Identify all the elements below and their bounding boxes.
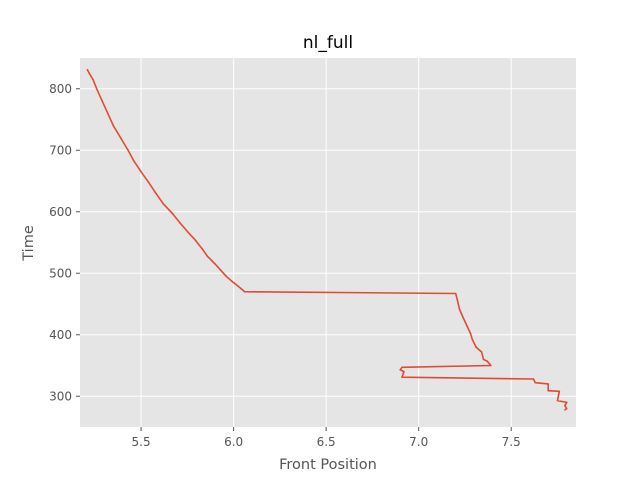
data-point <box>486 360 489 363</box>
data-point <box>107 112 109 115</box>
data-point <box>458 308 461 310</box>
data-point <box>456 300 459 302</box>
data-point <box>466 324 468 327</box>
data-point <box>403 370 405 373</box>
data-point <box>564 404 566 407</box>
data-point <box>547 389 549 392</box>
data-point <box>401 366 403 369</box>
x-axis-ticks: 5.5 6.0 6.5 7.0 7.5 <box>132 427 521 449</box>
y-tick-label: 400 <box>49 328 72 342</box>
data-point <box>532 378 535 380</box>
data-point <box>219 269 222 272</box>
data-point <box>92 78 94 81</box>
data-point <box>140 171 142 173</box>
data-point <box>201 247 203 250</box>
data-point <box>399 369 402 371</box>
data-point <box>155 192 157 195</box>
data-point <box>471 338 474 341</box>
data-point <box>547 383 549 385</box>
data-point <box>475 346 477 348</box>
data-point <box>558 390 561 393</box>
data-point <box>236 284 239 287</box>
x-tick-label: 7.0 <box>409 435 428 449</box>
data-point <box>482 358 485 361</box>
data-point <box>186 230 189 233</box>
data-point <box>240 287 242 290</box>
chart-title: nl_full <box>303 33 353 53</box>
grid-lines <box>80 58 576 427</box>
data-point <box>469 332 472 335</box>
data-point <box>112 124 115 127</box>
y-tick-label: 300 <box>49 389 72 403</box>
data-point <box>480 351 483 353</box>
data-point <box>490 364 492 367</box>
x-axis-label: Front Position <box>279 457 377 473</box>
data-points <box>86 68 568 411</box>
data-point <box>86 68 89 71</box>
y-tick-label: 500 <box>49 266 72 280</box>
data-point <box>101 100 103 102</box>
data-point <box>162 203 165 205</box>
data-point <box>565 407 568 410</box>
data-point <box>231 280 233 283</box>
data-point <box>206 255 209 258</box>
x-tick-label: 6.5 <box>317 435 336 449</box>
data-point <box>534 381 537 384</box>
data-point <box>214 263 216 265</box>
data-point <box>243 290 246 293</box>
x-tick-label: 7.5 <box>502 435 521 449</box>
data-point <box>88 72 91 75</box>
y-tick-label: 700 <box>49 143 72 157</box>
x-tick-label: 5.5 <box>132 435 151 449</box>
y-axis-label: Time <box>21 225 37 262</box>
data-point <box>179 222 181 224</box>
data-point <box>462 316 464 319</box>
data-point <box>119 137 122 139</box>
data-point <box>556 399 559 402</box>
data-point <box>401 376 403 379</box>
data-point <box>565 401 568 404</box>
data-point <box>193 238 196 241</box>
data-point <box>95 88 98 90</box>
y-axis-ticks: 300 400 500 600 700 800 <box>49 82 80 403</box>
data-point <box>132 159 135 162</box>
data-point <box>225 275 227 278</box>
y-tick-label: 600 <box>49 205 72 219</box>
data-point <box>454 292 457 295</box>
x-tick-label: 6.0 <box>224 435 243 449</box>
data-point <box>127 149 129 152</box>
data-point <box>171 212 174 215</box>
data-point <box>564 409 566 411</box>
plot-area <box>80 58 576 427</box>
data-point <box>147 181 150 183</box>
y-tick-label: 800 <box>49 82 72 96</box>
